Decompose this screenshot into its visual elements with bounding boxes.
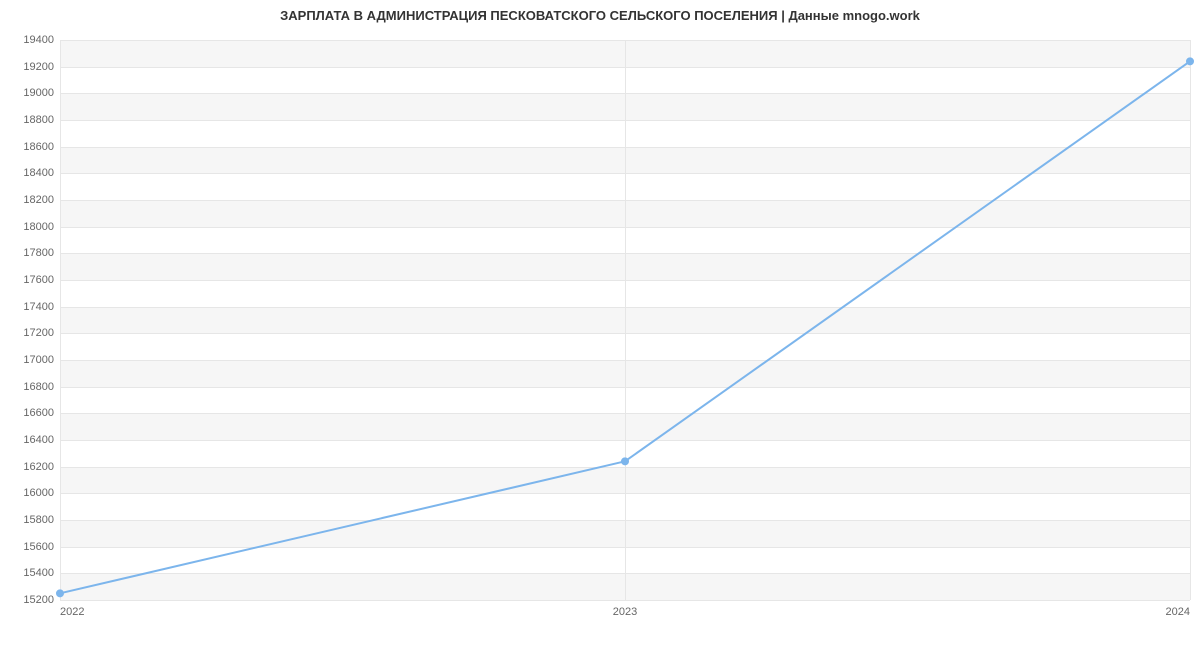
- y-tick-label: 17200: [23, 327, 60, 339]
- data-point[interactable]: [1186, 57, 1194, 65]
- chart-title: ЗАРПЛАТА В АДМИНИСТРАЦИЯ ПЕСКОВАТСКОГО С…: [0, 8, 1200, 23]
- y-tick-label: 18000: [23, 221, 60, 233]
- y-tick-label: 16200: [23, 461, 60, 473]
- y-tick-label: 15600: [23, 541, 60, 553]
- x-tick-label: 2022: [60, 600, 84, 618]
- y-tick-label: 15800: [23, 514, 60, 526]
- y-tick-label: 16800: [23, 381, 60, 393]
- y-tick-label: 17600: [23, 274, 60, 286]
- y-tick-label: 16600: [23, 407, 60, 419]
- x-tick-label: 2024: [1166, 600, 1190, 618]
- y-tick-label: 15400: [23, 567, 60, 579]
- y-tick-label: 18400: [23, 167, 60, 179]
- y-tick-label: 18200: [23, 194, 60, 206]
- y-tick-label: 15200: [23, 594, 60, 606]
- plot-area: 1520015400156001580016000162001640016600…: [60, 40, 1190, 600]
- y-tick-label: 17400: [23, 301, 60, 313]
- data-point[interactable]: [56, 589, 64, 597]
- data-point[interactable]: [621, 457, 629, 465]
- y-tick-label: 19000: [23, 87, 60, 99]
- y-tick-label: 17800: [23, 247, 60, 259]
- y-tick-label: 19400: [23, 34, 60, 46]
- series-line: [60, 40, 1190, 600]
- y-tick-label: 18600: [23, 141, 60, 153]
- y-tick-label: 16000: [23, 487, 60, 499]
- salary-line-chart: ЗАРПЛАТА В АДМИНИСТРАЦИЯ ПЕСКОВАТСКОГО С…: [0, 0, 1200, 650]
- x-gridline: [1190, 40, 1191, 600]
- y-tick-label: 18800: [23, 114, 60, 126]
- y-tick-label: 16400: [23, 434, 60, 446]
- y-tick-label: 17000: [23, 354, 60, 366]
- x-tick-label: 2023: [613, 600, 637, 618]
- y-tick-label: 19200: [23, 61, 60, 73]
